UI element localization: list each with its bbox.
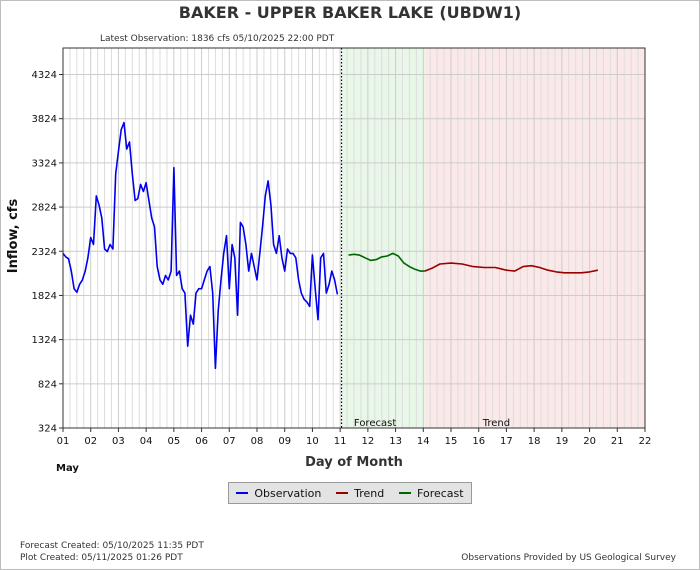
zone-label-forecast: Forecast	[354, 418, 396, 429]
x-tick-label: 13	[389, 436, 402, 447]
data-credit: Observations Provided by US Geological S…	[461, 553, 676, 563]
x-tick-label: 20	[583, 436, 596, 447]
chart-legend: Observation Trend Forecast	[228, 482, 472, 504]
x-tick-label: 16	[472, 436, 485, 447]
series-line-observation	[62, 121, 339, 370]
x-tick-label: 02	[84, 436, 97, 447]
x-tick-label: 04	[140, 436, 153, 447]
y-tick-label: 824	[38, 379, 57, 390]
y-tick-label: 2324	[32, 247, 57, 258]
x-tick-label: 12	[361, 436, 374, 447]
trend-swatch-icon	[336, 492, 349, 494]
zone-forecast	[341, 48, 425, 428]
plot-created-text: Plot Created: 05/11/2025 01:26 PDT	[20, 553, 183, 563]
legend-label-trend: Trend	[354, 486, 385, 500]
legend-item-forecast: Forecast	[399, 487, 464, 500]
plot-border	[62, 47, 646, 429]
footer-timestamps: Forecast Created: 05/10/2025 11:35 PDT P…	[20, 540, 204, 564]
x-axis-label: Day of Month	[305, 455, 403, 470]
y-axis-label: Inflow, cfs	[6, 199, 21, 274]
series-line-forecast	[348, 252, 425, 272]
x-tick-label: 14	[417, 436, 430, 447]
x-tick-label: 18	[528, 436, 541, 447]
zone-trend	[424, 48, 645, 428]
x-tick-label: 07	[223, 436, 236, 447]
x-tick-label: 17	[500, 436, 513, 447]
latest-observation: Latest Observation: 1836 cfs 05/10/2025 …	[100, 34, 335, 44]
x-tick-label: 19	[555, 436, 568, 447]
legend-item-observation: Observation	[236, 487, 321, 500]
x-tick-label: 03	[112, 436, 125, 447]
observation-swatch-icon	[236, 492, 249, 494]
y-tick-label: 4324	[32, 70, 57, 81]
y-tick-label: 2824	[32, 203, 57, 214]
forecast-created-text: Forecast Created: 05/10/2025 11:35 PDT	[20, 541, 204, 551]
x-tick-label: 09	[278, 436, 291, 447]
series-line-trend	[424, 262, 599, 274]
x-tick-label: 22	[639, 436, 652, 447]
y-tick-label: 324	[38, 424, 57, 435]
chart-title: BAKER - UPPER BAKER LAKE (UBDW1)	[178, 3, 522, 22]
x-tick-label: 21	[611, 436, 624, 447]
forecast-swatch-icon	[399, 492, 412, 494]
x-tick-label: 08	[251, 436, 264, 447]
x-month-label: May	[56, 463, 79, 474]
legend-item-trend: Trend	[336, 487, 384, 500]
y-tick-label: 3324	[32, 158, 57, 169]
x-tick-label: 15	[445, 436, 458, 447]
x-tick-label: 05	[167, 436, 180, 447]
legend-label-forecast: Forecast	[417, 486, 464, 500]
x-tick-label: 01	[57, 436, 70, 447]
x-tick-label: 06	[195, 436, 208, 447]
y-tick-label: 1824	[32, 291, 57, 302]
zone-label-trend: Trend	[482, 418, 510, 429]
legend-label-observation: Observation	[254, 486, 322, 500]
y-tick-label: 1324	[32, 335, 57, 346]
x-tick-label: 11	[334, 436, 347, 447]
y-tick-label: 3824	[32, 114, 57, 125]
x-tick-label: 10	[306, 436, 319, 447]
